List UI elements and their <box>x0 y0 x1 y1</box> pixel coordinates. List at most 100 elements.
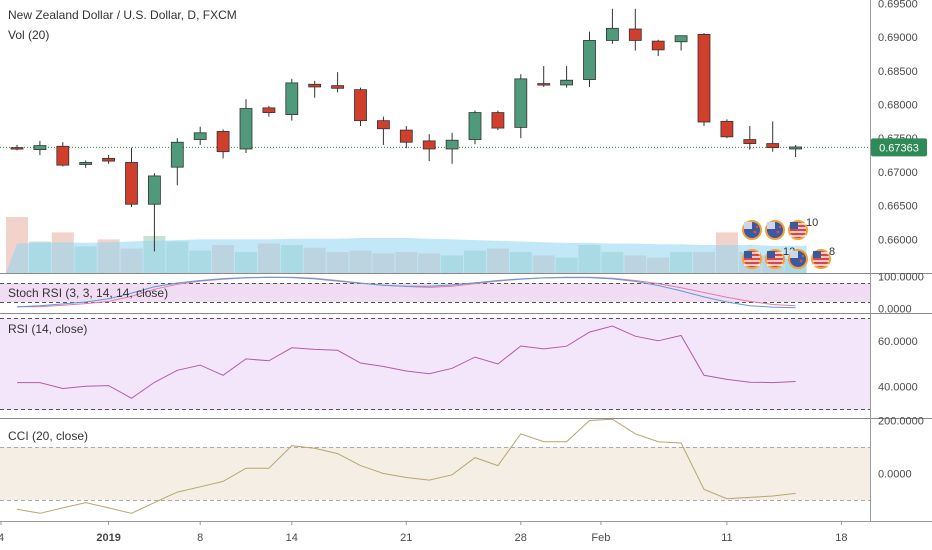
price-tick-label: 0.69000 <box>878 32 918 44</box>
candle-layer <box>0 8 870 252</box>
candle-body <box>10 147 24 150</box>
usd-flag-icon[interactable] <box>742 249 762 269</box>
candle[interactable] <box>147 173 161 252</box>
candle[interactable] <box>10 144 24 151</box>
candle-body <box>514 78 528 128</box>
candle-body <box>376 120 390 130</box>
candle-body <box>697 33 711 123</box>
candle-body <box>399 129 413 143</box>
candle-body <box>720 120 734 138</box>
candle[interactable] <box>628 8 642 51</box>
candle[interactable] <box>789 144 802 158</box>
candle[interactable] <box>491 110 505 131</box>
candle[interactable] <box>560 66 573 88</box>
candle-body <box>743 139 757 144</box>
candle[interactable] <box>674 35 688 51</box>
time-tick-label: 14 <box>286 532 298 544</box>
stoch-rsi-line <box>16 276 796 309</box>
candle[interactable] <box>399 126 413 149</box>
candle[interactable] <box>56 142 70 167</box>
usd-flag-icon[interactable] <box>811 249 831 269</box>
candle[interactable] <box>79 160 93 168</box>
candle-body <box>239 108 253 150</box>
event-count-label: 8 <box>829 246 835 258</box>
rsi-legend[interactable]: RSI (14, close) <box>8 322 87 336</box>
nzd-flag-icon[interactable] <box>742 220 762 240</box>
candle[interactable] <box>422 134 436 162</box>
candle-body <box>102 158 115 162</box>
cci-line <box>16 418 796 514</box>
time-tick-label: Feb <box>591 532 610 544</box>
time-tick-label: 8 <box>197 532 203 544</box>
candle[interactable] <box>262 105 276 117</box>
candle-body <box>445 139 459 150</box>
cci-band-lines <box>0 447 870 501</box>
candle-body <box>354 89 367 122</box>
candle[interactable] <box>285 78 299 121</box>
candle[interactable] <box>239 99 253 154</box>
candle[interactable] <box>308 80 322 98</box>
rsi-band <box>0 318 870 410</box>
candle[interactable] <box>445 132 459 164</box>
stoch-rsi-legend[interactable]: Stoch RSI (3, 3, 14, 14, close) <box>8 286 168 300</box>
stoch-rsi-band <box>0 283 870 302</box>
candle-body <box>147 175 161 205</box>
candle-body <box>789 146 802 150</box>
price-tick-label: 0.67000 <box>878 167 918 179</box>
candle-body <box>308 83 322 88</box>
candle-body <box>468 112 482 140</box>
candle[interactable] <box>583 31 596 87</box>
candle[interactable] <box>537 66 551 87</box>
candle[interactable] <box>697 33 711 127</box>
symbol-title[interactable]: New Zealand Dollar / U.S. Dollar, D, FXC… <box>8 8 237 22</box>
nzd-flag-icon[interactable] <box>765 220 785 240</box>
price-tick-label: 0.66500 <box>878 201 918 213</box>
time-tick-label: 18 <box>835 532 847 544</box>
candle-body <box>628 28 642 41</box>
candle[interactable] <box>766 121 780 152</box>
candle-body <box>606 27 619 41</box>
rsi-tick-label: 40.0000 <box>878 381 918 393</box>
candle-body <box>766 143 780 149</box>
usd-flag-icon[interactable] <box>788 220 808 240</box>
candle[interactable] <box>170 138 184 186</box>
candle[interactable] <box>651 39 665 56</box>
candle-body <box>262 107 276 113</box>
stoch-rsi-tick-label: 100.0000 <box>878 272 924 284</box>
cci-legend[interactable]: CCI (20, close) <box>8 429 88 443</box>
time-tick-label: 4 <box>0 532 4 544</box>
candle-body <box>79 162 93 165</box>
candle-body <box>674 35 688 43</box>
candle-body <box>193 132 207 140</box>
candle[interactable] <box>468 110 482 145</box>
rsi-line <box>17 325 796 399</box>
volume-legend[interactable]: Vol (20) <box>8 28 49 42</box>
candle[interactable] <box>720 119 734 139</box>
candle[interactable] <box>743 126 757 150</box>
time-tick-label: 28 <box>515 532 527 544</box>
candle[interactable] <box>216 129 230 159</box>
candle[interactable] <box>376 116 390 145</box>
price-tick-label: 0.69500 <box>878 0 918 10</box>
last-price-tag: 0.67363 <box>871 138 927 157</box>
candle-body <box>583 40 596 80</box>
usd-flag-icon[interactable] <box>765 249 785 269</box>
candle-body <box>537 83 551 86</box>
candle[interactable] <box>354 87 367 127</box>
candle-body <box>651 40 665 51</box>
candle[interactable] <box>606 8 619 44</box>
candle[interactable] <box>193 126 207 145</box>
cci-tick-label: 200.0000 <box>878 416 924 428</box>
cci-tick-label: 0.0000 <box>878 469 912 481</box>
candle[interactable] <box>125 147 138 207</box>
nzd-flag-icon[interactable] <box>788 249 808 269</box>
candle[interactable] <box>331 72 345 93</box>
candle[interactable] <box>514 74 528 139</box>
candle[interactable] <box>33 140 47 156</box>
band-lines <box>0 283 870 410</box>
candle[interactable] <box>102 155 115 164</box>
time-tick-label: 21 <box>400 532 412 544</box>
